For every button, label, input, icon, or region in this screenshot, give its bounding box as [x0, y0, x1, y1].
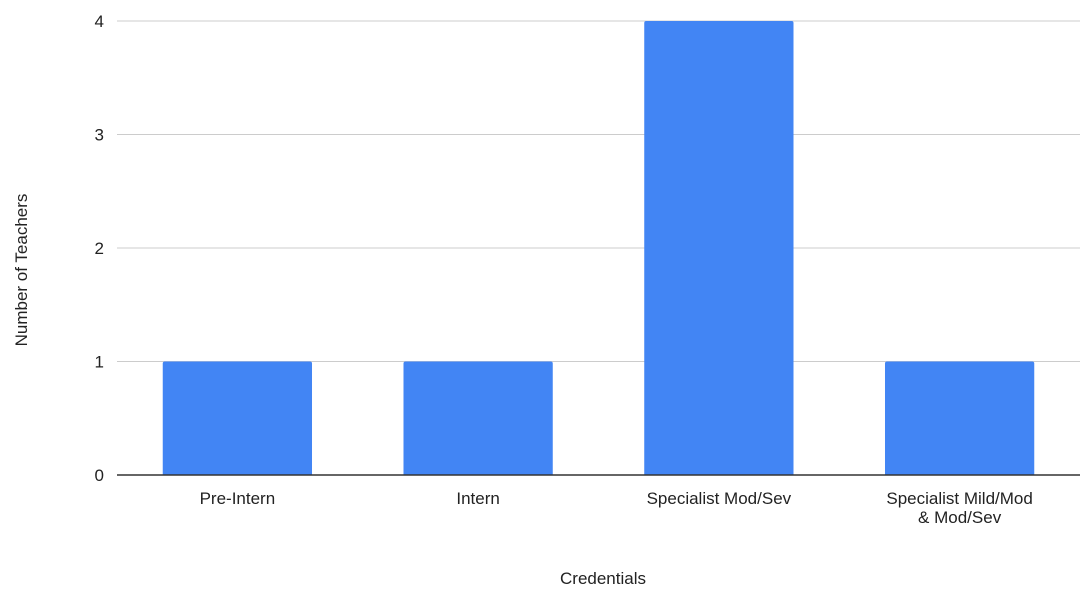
x-tick-label-line: Specialist Mild/Mod: [886, 489, 1032, 508]
y-tick-labels: 0 1 2 3 4: [95, 12, 104, 485]
y-tick-label: 1: [95, 353, 104, 372]
x-tick-label: Specialist Mild/Mod & Mod/Sev: [886, 489, 1032, 527]
x-tick-label-line: Specialist Mod/Sev: [647, 489, 792, 508]
y-tick-label: 2: [95, 239, 104, 258]
y-tick-label: 0: [95, 466, 104, 485]
x-tick-label-line: Pre-Intern: [200, 489, 276, 508]
gridlines: [117, 20, 1080, 362]
bar: [162, 361, 313, 475]
x-tick-label: Intern: [456, 489, 499, 508]
x-tick-label: Specialist Mod/Sev: [647, 489, 792, 508]
bars: [162, 21, 1035, 475]
y-tick-label: 3: [95, 126, 104, 145]
x-axis-label: Credentials: [560, 569, 646, 588]
y-axis-label: Number of Teachers: [12, 194, 31, 347]
x-tick-label-line: Intern: [456, 489, 499, 508]
bar: [644, 21, 794, 475]
bar: [884, 361, 1035, 475]
x-tick-label: Pre-Intern: [200, 489, 276, 508]
x-tick-labels: Pre-Intern Intern Specialist Mod/Sev Specia…: [200, 489, 1033, 527]
x-tick-label-line: & Mod/Sev: [918, 508, 1002, 527]
bar: [403, 361, 553, 475]
y-tick-label: 4: [95, 12, 104, 31]
